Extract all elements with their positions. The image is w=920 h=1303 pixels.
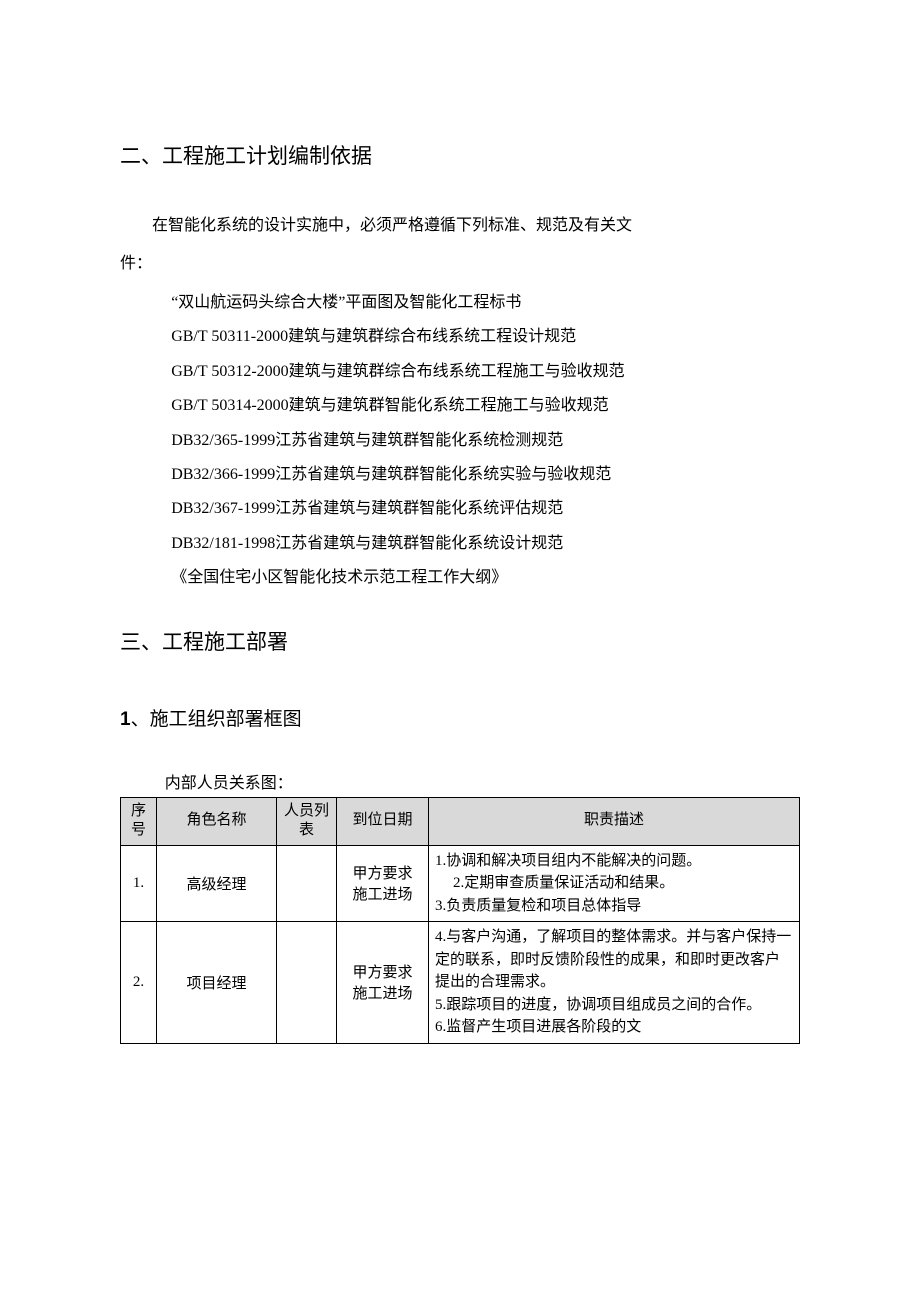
cell-date: 甲方要求施工进场	[337, 922, 429, 1044]
cell-seq: 2.	[121, 922, 157, 1044]
col-seq-header: 序号	[121, 797, 157, 845]
table-caption: 内部人员关系图：	[120, 769, 800, 793]
sub1-text: 、施工组织部署框图	[131, 709, 302, 730]
roles-table: 序号 角色名称 人员列表 到位日期 职责描述 1.高级经理甲方要求施工进场1.协…	[120, 797, 800, 1044]
cell-desc: 1.协调和解决项目组内不能解决的问题。2.定期审查质量保证活动和结果。3.负责质…	[429, 845, 800, 922]
cell-people	[277, 922, 337, 1044]
table-row: 2.项目经理甲方要求施工进场4.与客户沟通，了解项目的整体需求。并与客户保持一定…	[121, 922, 800, 1044]
list-item: GB/T 50311-2000建筑与建筑群综合布线系统工程设计规范	[120, 320, 800, 354]
cell-people	[277, 845, 337, 922]
col-role-header: 角色名称	[157, 797, 277, 845]
list-item: DB32/367-1999江苏省建筑与建筑群智能化系统评估规范	[120, 492, 800, 526]
list-item: DB32/181-1998江苏省建筑与建筑群智能化系统设计规范	[120, 527, 800, 561]
table-header-row: 序号 角色名称 人员列表 到位日期 职责描述	[121, 797, 800, 845]
col-date-header: 到位日期	[337, 797, 429, 845]
cell-role: 项目经理	[157, 922, 277, 1044]
list-item: GB/T 50314-2000建筑与建筑群智能化系统工程施工与验收规范	[120, 389, 800, 423]
roles-table-body: 1.高级经理甲方要求施工进场1.协调和解决项目组内不能解决的问题。2.定期审查质…	[121, 845, 800, 1043]
sub1-number: 1	[120, 709, 131, 730]
section-2-title: 二、工程施工计划编制依据	[120, 140, 800, 170]
section-2-intro-line2: 件：	[120, 248, 800, 280]
section-3-title: 三、工程施工部署	[120, 626, 800, 656]
list-item: 《全国住宅小区智能化技术示范工程工作大纲》	[120, 561, 800, 595]
document-page: 二、工程施工计划编制依据 在智能化系统的设计实施中，必须严格遵循下列标准、规范及…	[0, 0, 920, 1104]
section-2-intro-line1: 在智能化系统的设计实施中，必须严格遵循下列标准、规范及有关文	[120, 210, 800, 242]
list-item: GB/T 50312-2000建筑与建筑群综合布线系统工程施工与验收规范	[120, 355, 800, 389]
standards-list: “双山航运码头综合大楼”平面图及智能化工程标书 GB/T 50311-2000建…	[120, 286, 800, 596]
cell-date: 甲方要求施工进场	[337, 845, 429, 922]
cell-role: 高级经理	[157, 845, 277, 922]
list-item: DB32/366-1999江苏省建筑与建筑群智能化系统实验与验收规范	[120, 458, 800, 492]
cell-seq: 1.	[121, 845, 157, 922]
list-item: DB32/365-1999江苏省建筑与建筑群智能化系统检测规范	[120, 424, 800, 458]
cell-desc: 4.与客户沟通，了解项目的整体需求。并与客户保持一定的联系，即时反馈阶段性的成果…	[429, 922, 800, 1044]
section-3-sub1: 1、施工组织部署框图	[120, 704, 800, 731]
list-item: “双山航运码头综合大楼”平面图及智能化工程标书	[120, 286, 800, 320]
col-desc-header: 职责描述	[429, 797, 800, 845]
col-people-header: 人员列表	[277, 797, 337, 845]
table-row: 1.高级经理甲方要求施工进场1.协调和解决项目组内不能解决的问题。2.定期审查质…	[121, 845, 800, 922]
